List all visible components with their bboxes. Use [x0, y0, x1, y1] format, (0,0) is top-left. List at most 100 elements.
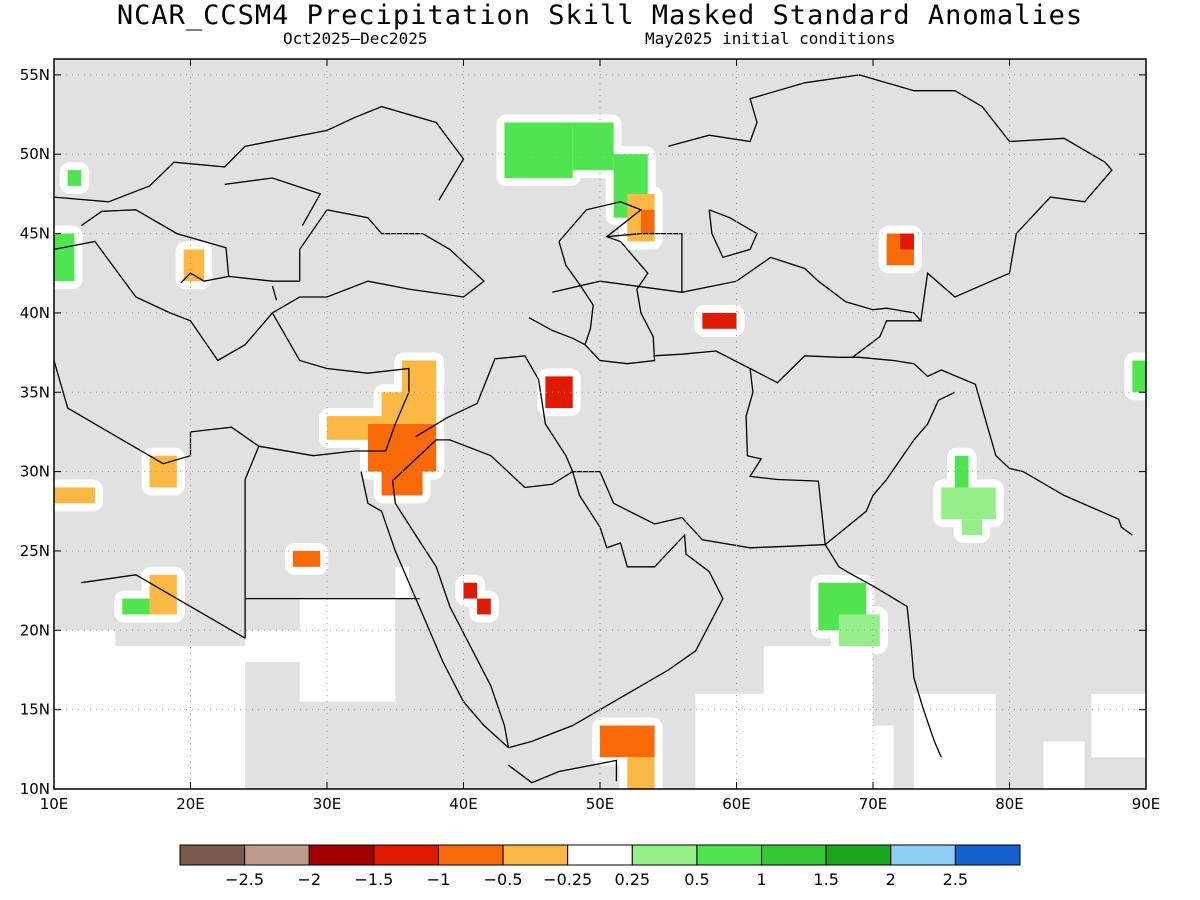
- coastline-border: [508, 759, 618, 784]
- anomaly-cell: [640, 209, 655, 234]
- y-tick-label: 30N: [20, 463, 50, 481]
- anomaly-cell: [183, 249, 205, 282]
- colorbar-label: −0.5: [484, 870, 523, 889]
- colorbar-swatch: [631, 844, 698, 866]
- coastline-border: [53, 209, 486, 362]
- anomaly-cell: [941, 487, 996, 520]
- x-tick-label: 70E: [859, 795, 888, 813]
- colorbar-label: −1.5: [354, 870, 393, 889]
- colorbar-swatch: [825, 844, 892, 866]
- colorbar-swatch: [502, 844, 569, 866]
- coastline-border: [391, 479, 510, 748]
- colorbar-swatch: [761, 844, 827, 866]
- x-tick-label: 10E: [40, 795, 69, 813]
- valid-period: Oct2025–Dec2025: [283, 29, 428, 48]
- y-tick-label: 55N: [20, 66, 50, 84]
- masked-region: [1043, 741, 1085, 789]
- anomaly-cell: [838, 614, 880, 647]
- masked-region: [115, 646, 246, 789]
- anomaly-cell: [961, 519, 983, 536]
- coastline-border: [606, 232, 683, 293]
- colorbar-label: 2.5: [943, 870, 968, 889]
- colorbar-label: −1: [427, 870, 451, 889]
- anomaly-cell: [504, 122, 573, 179]
- anomaly-cell: [381, 455, 423, 496]
- anomaly-cell: [292, 550, 321, 567]
- x-tick-label: 20E: [176, 795, 205, 813]
- axes: 10E 20E 30E 40E 50E 60E 70E 80E 90E 10N 15N 20N 25N 3…: [20, 58, 1161, 813]
- colorbar-swatch: [890, 844, 956, 866]
- colorbar-swatch: [308, 844, 375, 866]
- anomaly-cell: [477, 598, 491, 615]
- colorbar-label: −2: [297, 870, 321, 889]
- coastline-border: [244, 445, 260, 639]
- anomaly-cell: [600, 725, 655, 758]
- coastline-border: [80, 209, 230, 284]
- coastline-border: [552, 256, 771, 293]
- colorbar-swatch: [437, 844, 504, 866]
- anomaly-cell: [545, 376, 573, 409]
- x-tick-label: 60E: [722, 795, 751, 813]
- x-tick-label: 90E: [1132, 795, 1161, 813]
- colorbar-label: 2: [886, 870, 896, 889]
- anomaly-cell: [381, 392, 437, 424]
- y-tick-label: 35N: [20, 383, 50, 401]
- masked-region: [873, 725, 894, 789]
- anomaly-cell: [402, 360, 437, 393]
- x-tick-label: 30E: [313, 795, 342, 813]
- colorbar-swatch: [696, 844, 763, 866]
- coastline-border: [824, 391, 956, 546]
- coastline-border: [572, 470, 942, 758]
- y-tick-label: 45N: [20, 225, 50, 243]
- anomaly-cell: [954, 455, 969, 488]
- masked-region: [1091, 693, 1146, 758]
- coastline-border: [228, 275, 300, 282]
- colorbar-swatch: [373, 844, 439, 866]
- masked-region: [913, 693, 996, 789]
- coastline-border: [393, 439, 574, 489]
- colorbar-label: 0.5: [684, 870, 709, 889]
- plot-area: [46, 59, 1154, 797]
- coastline-border: [668, 74, 1106, 163]
- anomaly-cell: [67, 170, 82, 186]
- colorbar-swatch: [567, 844, 633, 866]
- colorbar-label: 1.5: [813, 870, 838, 889]
- colorbar-swatch: [954, 844, 1021, 866]
- anomaly-cell: [1132, 360, 1146, 393]
- y-tick-label: 10N: [20, 780, 50, 798]
- coastline-border: [224, 177, 322, 226]
- x-tick-label: 50E: [586, 795, 615, 813]
- y-tick-label: 25N: [20, 542, 50, 560]
- map-title: NCAR_CCSM4 Precipitation Skill Masked St…: [116, 0, 1084, 31]
- masked-region: [736, 693, 873, 789]
- masked-region: [395, 566, 409, 599]
- x-tick-label: 80E: [995, 795, 1024, 813]
- colorbar-swatch: [244, 844, 310, 866]
- colorbar-label: −0.25: [543, 870, 592, 889]
- coastline-border: [708, 209, 758, 259]
- colorbar: −2.5 −2 −1.5 −1 −0.5 −0.25 0.25 0.5 1 1.5 2 2.5: [179, 844, 1021, 889]
- coastline-border: [558, 201, 656, 365]
- coastline-border: [770, 256, 923, 358]
- anomaly-cell: [572, 122, 614, 171]
- coastline-border: [749, 355, 1133, 536]
- coastline-border: [528, 317, 586, 346]
- initial-conditions: May2025 initial conditions: [645, 29, 896, 48]
- coastline-border: [271, 285, 278, 301]
- anomaly-cell: [463, 582, 478, 599]
- masked-region: [299, 598, 396, 702]
- anomaly-cell: [149, 574, 177, 615]
- coastline-border: [53, 105, 465, 203]
- coastline-border: [508, 471, 724, 749]
- y-tick-label: 20N: [20, 621, 50, 639]
- x-tick-label: 40E: [449, 795, 478, 813]
- colorbar-label: −2.5: [225, 870, 264, 889]
- coastline-border: [271, 312, 410, 452]
- anomaly-cell: [122, 598, 150, 615]
- colorbar-label: 0.25: [614, 870, 650, 889]
- anomaly-cell: [702, 312, 737, 329]
- anomaly-cell: [54, 233, 75, 282]
- coastline-border: [415, 355, 574, 472]
- anomaly-cell: [900, 233, 914, 250]
- masked-region: [695, 693, 737, 789]
